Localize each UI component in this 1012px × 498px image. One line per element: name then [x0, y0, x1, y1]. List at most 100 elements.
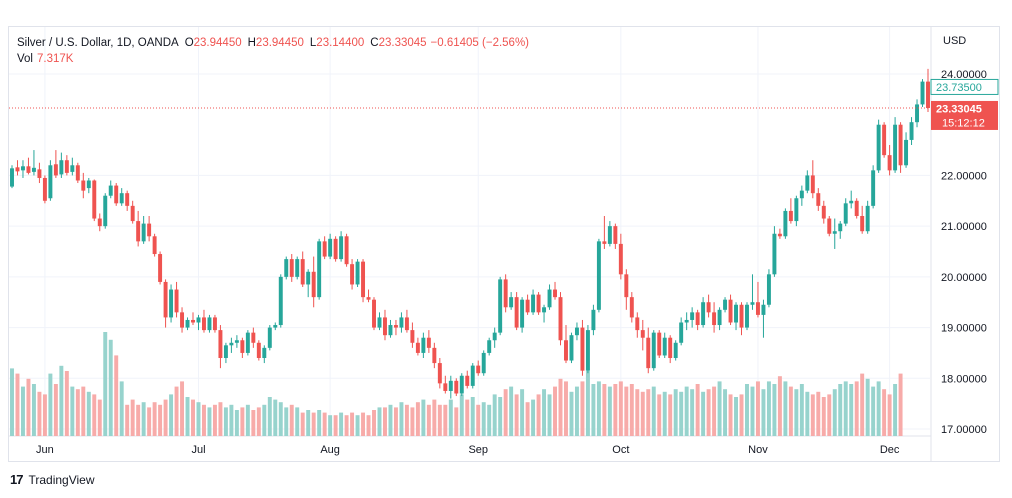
volume-bar: [59, 365, 64, 436]
volume-bar: [509, 386, 514, 436]
volume-bar: [317, 410, 322, 436]
volume-bar: [26, 378, 31, 436]
volume-bar: [849, 384, 854, 436]
volume-bar: [476, 404, 481, 436]
candle-body: [185, 319, 190, 328]
volume-bar: [865, 378, 870, 436]
candle-body: [240, 340, 245, 353]
volume-bar: [108, 339, 113, 436]
candle-body: [569, 335, 574, 361]
legend-close-value: 23.33045: [378, 37, 427, 49]
candle-body: [75, 165, 80, 181]
volume-bar: [377, 407, 382, 436]
volume-bar: [437, 404, 442, 436]
volume-bar: [212, 404, 217, 436]
volume-bar: [393, 407, 398, 436]
candle-body: [53, 164, 58, 176]
volume-bar: [339, 412, 344, 436]
volume-bar: [536, 394, 541, 436]
x-tick-label: Oct: [612, 444, 629, 456]
volume-bar: [289, 404, 294, 436]
candle-body: [777, 233, 782, 237]
candle-body: [794, 198, 799, 222]
candle-body: [267, 327, 272, 348]
volume-bar: [607, 386, 612, 436]
price-label-box-outline: [930, 78, 999, 95]
candle-body: [212, 317, 217, 331]
volume-bar: [306, 410, 311, 436]
candle-body: [640, 330, 645, 338]
legend-symbol[interactable]: Silver / U.S. Dollar, 1D, OANDA: [17, 37, 179, 49]
y-tick-label: 24.00000: [941, 69, 987, 81]
volume-bar: [267, 397, 272, 436]
candle-body: [613, 226, 618, 244]
candle-body: [646, 337, 651, 369]
candle-body: [295, 259, 300, 277]
legend-volume-label[interactable]: Vol: [17, 53, 33, 65]
volume-bar: [717, 381, 722, 436]
volume-bar: [860, 373, 865, 436]
currency-label[interactable]: USD: [943, 35, 967, 47]
volume-bar: [542, 389, 547, 436]
candle-body: [344, 236, 349, 265]
tradingview-logo[interactable]: 17 TradingView: [10, 472, 95, 487]
candle-body: [37, 169, 42, 178]
volume-bar: [734, 397, 738, 436]
volume-bar: [311, 412, 316, 436]
candle-body: [97, 218, 102, 227]
candle-body: [448, 380, 453, 391]
volume-bar: [350, 412, 355, 436]
candle-body: [415, 342, 420, 353]
volume-bar: [119, 381, 124, 436]
candle-body: [125, 193, 130, 206]
candle-body: [207, 317, 212, 331]
volume-bar: [470, 397, 475, 436]
volume-bar: [547, 394, 552, 436]
candle-body: [377, 317, 382, 328]
volume-bar: [366, 415, 371, 436]
candle-body: [887, 155, 892, 171]
volume-bar: [712, 386, 717, 436]
chart-frame[interactable]: [8, 26, 1000, 462]
y-tick-label: 21.00000: [941, 221, 987, 233]
y-tick-label: 20.00000: [941, 272, 987, 284]
candle-body: [108, 185, 113, 196]
candle-body: [114, 185, 119, 204]
candle-body: [536, 294, 541, 313]
volume-bar: [805, 391, 810, 436]
volume-bar: [465, 399, 470, 436]
candle-body: [361, 261, 366, 298]
candle-body: [119, 193, 124, 204]
volume-bar: [898, 373, 903, 436]
volume-bar: [251, 410, 256, 436]
candle-body: [278, 276, 283, 326]
candle-body: [679, 322, 684, 343]
price-label-outline-text: 23.73500: [936, 82, 982, 94]
candle-body: [876, 124, 881, 171]
candle-body: [426, 337, 431, 348]
volume-bar: [810, 394, 815, 436]
volume-bar: [130, 399, 135, 436]
volume-bar: [843, 381, 848, 436]
candle-body: [580, 327, 585, 371]
legend-open-value: 23.94450: [193, 37, 242, 49]
volume-bar: [97, 399, 102, 436]
volume-bar: [794, 389, 799, 436]
volume-bar: [832, 389, 837, 436]
candle-body: [366, 297, 371, 300]
candle-body: [10, 168, 14, 187]
volume-bar: [624, 386, 629, 436]
volume-bar: [174, 386, 179, 436]
candle-body: [454, 380, 459, 394]
candle-body: [317, 241, 322, 298]
candle-body: [871, 170, 876, 206]
candle-body: [487, 340, 492, 353]
candle-body: [350, 264, 355, 285]
candle-body: [31, 167, 36, 172]
candle-body: [618, 243, 623, 275]
volume-bar: [871, 386, 876, 436]
volume-bar: [295, 407, 300, 436]
volume-bar: [564, 381, 568, 436]
volume-bar: [646, 389, 651, 436]
